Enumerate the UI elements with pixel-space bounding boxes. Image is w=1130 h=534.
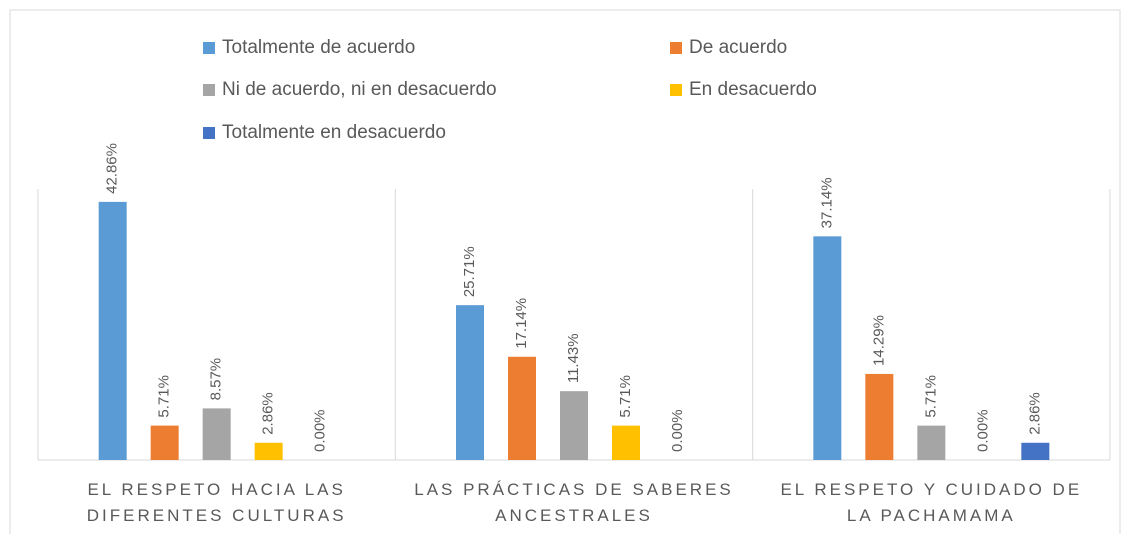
bar <box>150 425 179 460</box>
legend-label: De acuerdo <box>689 37 787 58</box>
value-label: 25.71% <box>461 246 478 297</box>
legend-swatch <box>203 84 215 96</box>
legend-swatch <box>670 42 682 54</box>
legend-label: Totalmente en desacuerdo <box>222 122 446 143</box>
bar <box>865 373 894 460</box>
value-label: 5.71% <box>156 375 173 418</box>
bar <box>1021 442 1050 460</box>
bar <box>508 356 536 460</box>
value-label: 37.14% <box>818 177 835 228</box>
bar <box>202 408 231 460</box>
value-label: 0.00% <box>312 409 329 452</box>
legend-label: En desacuerdo <box>689 79 817 100</box>
chart-border <box>9 9 1121 534</box>
bar <box>612 425 640 460</box>
legend-label: Totalmente de acuerdo <box>222 37 415 58</box>
value-label: 42.86% <box>104 143 121 194</box>
x-tick-label: EL RESPETO HACIA LAS DIFERENTES CULTURAS <box>86 480 347 525</box>
value-label: 5.71% <box>617 375 634 418</box>
bar <box>917 425 946 460</box>
legend-swatch <box>670 84 682 96</box>
legend-swatch <box>203 127 215 139</box>
legend-label: Ni de acuerdo, ni en desacuerdo <box>222 79 497 100</box>
value-label: 0.00% <box>669 409 686 452</box>
value-label: 2.86% <box>260 392 277 435</box>
value-label: 8.57% <box>208 358 225 401</box>
bar <box>456 305 484 460</box>
value-label: 14.29% <box>870 315 887 366</box>
bar <box>560 391 588 460</box>
value-label: 5.71% <box>922 375 939 418</box>
value-label: 11.43% <box>565 333 582 383</box>
x-tick-label: LAS PRÁCTICAS DE SABERES ANCESTRALES <box>414 480 734 525</box>
value-label: 0.00% <box>974 409 991 452</box>
value-label: 2.86% <box>1026 392 1043 435</box>
value-label: 17.14% <box>513 298 530 349</box>
bar <box>98 201 127 460</box>
bar <box>813 236 842 460</box>
legend-swatch <box>203 42 215 54</box>
bar <box>254 442 283 460</box>
x-tick-label: EL RESPETO Y CUIDADO DE LA PACHAMAMA <box>780 480 1083 525</box>
